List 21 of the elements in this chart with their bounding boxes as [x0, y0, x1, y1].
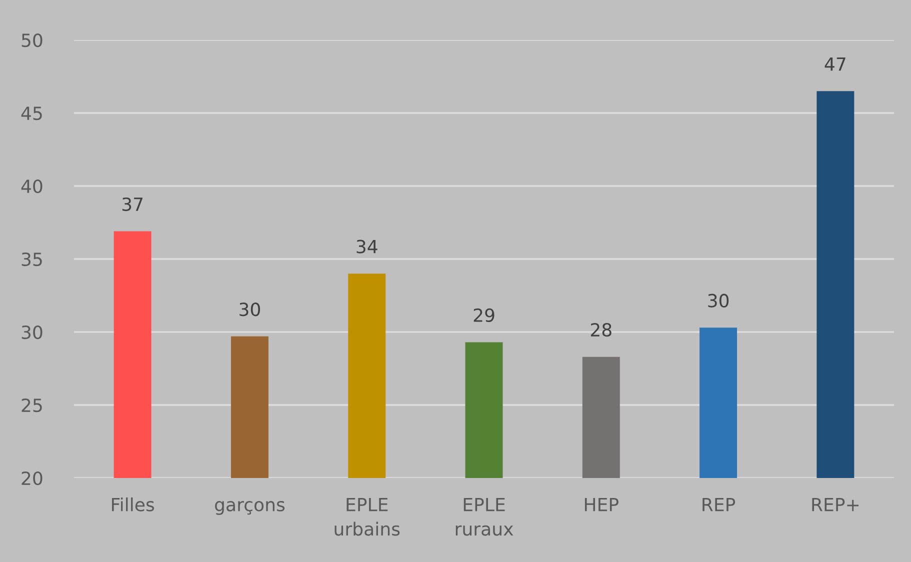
x-tick-label: Filles: [112, 497, 154, 512]
y-tick-label: 20: [22, 471, 42, 486]
x-tick-label: HEP: [584, 498, 618, 512]
x-tick-label: REP+: [812, 498, 858, 512]
y-tick-label: 45: [21, 106, 42, 120]
data-label: 47: [824, 58, 846, 71]
x-tick-label: REP: [702, 498, 736, 512]
data-label: 34: [356, 240, 378, 254]
data-label: 37: [122, 197, 143, 212]
x-tick-label: EPLE urbains: [334, 498, 400, 536]
data-label: 30: [240, 302, 260, 316]
y-tick-label: 35: [22, 252, 42, 266]
data-label: 28: [590, 323, 612, 337]
y-tick-label: 50: [22, 33, 42, 48]
x-tick-label: garçons: [215, 501, 285, 515]
y-tick-label: 30: [22, 325, 42, 340]
data-label: 29: [474, 308, 494, 322]
y-tick-label: 25: [22, 398, 42, 412]
y-tick-label: 40: [21, 179, 42, 194]
data-label: 30: [708, 294, 729, 308]
x-tick-label: EPLE ruraux: [456, 498, 514, 536]
